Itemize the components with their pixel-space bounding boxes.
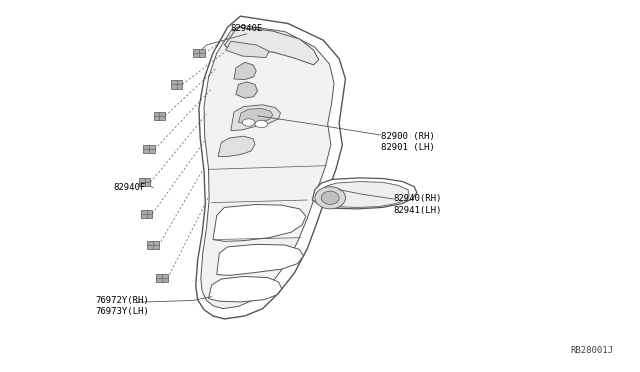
Polygon shape	[226, 41, 269, 58]
Circle shape	[255, 120, 268, 128]
Bar	[193, 49, 205, 57]
Bar	[139, 178, 150, 186]
Polygon shape	[317, 182, 409, 208]
Text: 82940(RH)
82941(LH): 82940(RH) 82941(LH)	[394, 195, 442, 215]
Polygon shape	[312, 178, 417, 209]
Text: 82940F: 82940F	[113, 183, 145, 192]
Polygon shape	[196, 16, 346, 319]
Circle shape	[243, 119, 255, 126]
Bar	[154, 112, 165, 120]
Polygon shape	[239, 109, 273, 124]
Polygon shape	[201, 25, 334, 309]
Polygon shape	[217, 244, 303, 275]
Polygon shape	[231, 105, 280, 131]
Polygon shape	[213, 205, 306, 241]
Bar	[143, 145, 155, 153]
Polygon shape	[218, 136, 255, 157]
Polygon shape	[321, 191, 339, 205]
Bar	[156, 274, 168, 282]
Bar	[147, 241, 159, 249]
Text: 82940E: 82940E	[230, 24, 263, 33]
Polygon shape	[234, 62, 256, 80]
Polygon shape	[315, 187, 346, 209]
Polygon shape	[209, 276, 282, 302]
Text: 76972Y(RH)
76973Y(LH): 76972Y(RH) 76973Y(LH)	[96, 296, 150, 316]
Polygon shape	[225, 27, 319, 65]
Bar	[141, 210, 152, 218]
Polygon shape	[236, 82, 257, 98]
Text: RB28001J: RB28001J	[570, 346, 613, 355]
Text: 82900 (RH)
82901 (LH): 82900 (RH) 82901 (LH)	[381, 132, 435, 152]
Bar	[171, 80, 182, 89]
